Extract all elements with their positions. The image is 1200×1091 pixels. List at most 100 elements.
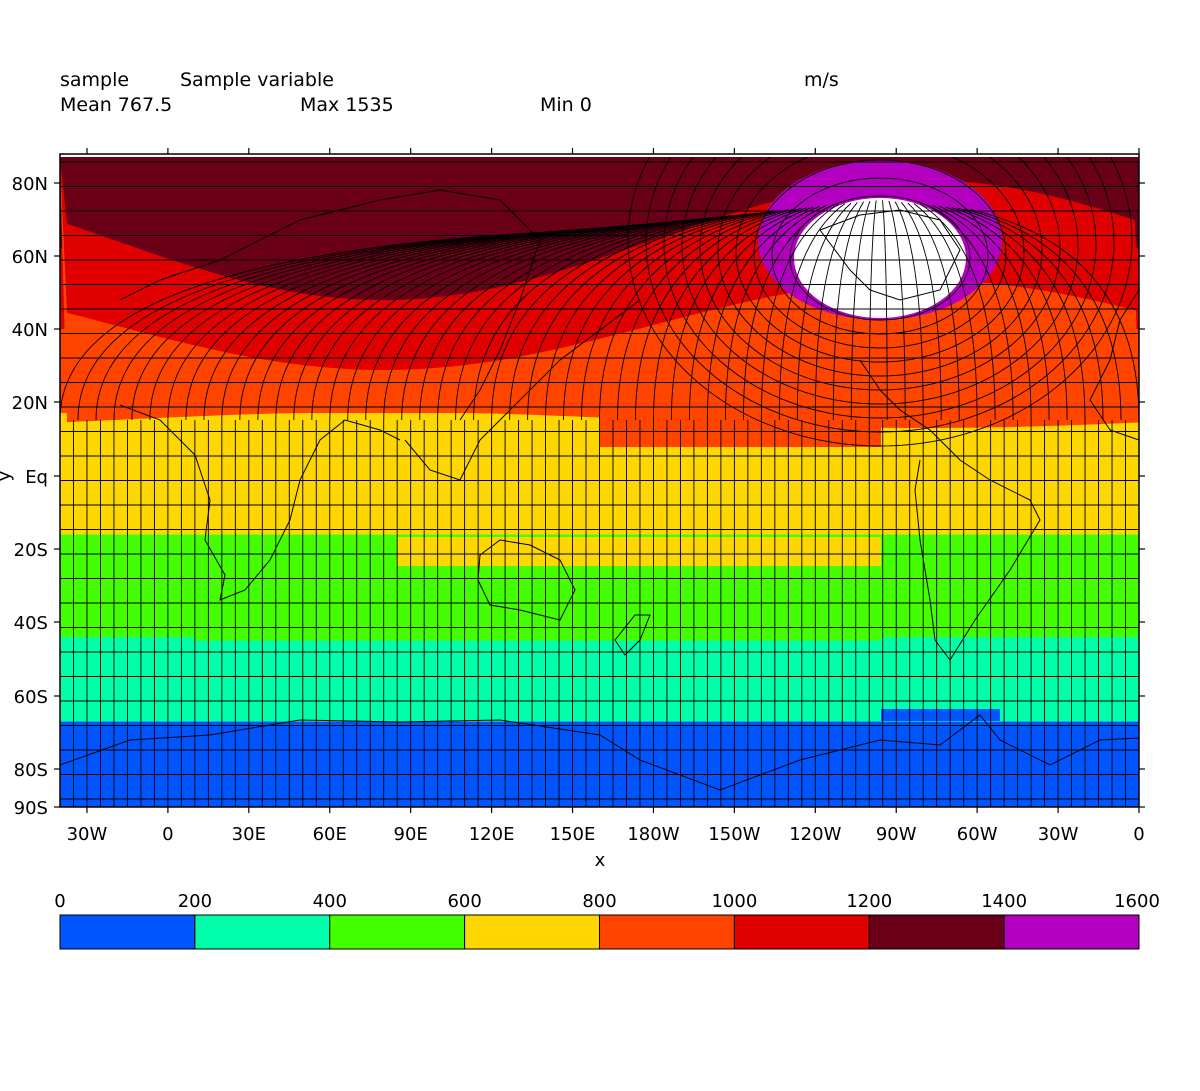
grid-ring-line — [771, 177, 989, 335]
colorbar-swatch — [329, 914, 466, 950]
grid-curve-line — [832, 201, 864, 421]
lat-tick-label: 90S — [14, 798, 48, 819]
grid-curve-line — [437, 215, 726, 421]
grid-curve-line — [760, 204, 839, 421]
lat-tick-label: Eq — [25, 467, 48, 488]
grid-ring-line — [663, 157, 1097, 419]
grid-curve-line — [239, 223, 656, 421]
colorbar-tick-label: 1200 — [846, 891, 892, 912]
grid-curve-line — [563, 211, 770, 421]
colorbar-swatch — [194, 914, 331, 950]
grid-ring-line — [717, 157, 1043, 377]
grid-curve-line — [796, 202, 852, 421]
grid-curve-line — [383, 217, 707, 421]
grid-curve-line — [970, 209, 1139, 421]
units-label: m/s — [804, 69, 839, 91]
grid-curve-line — [926, 204, 1014, 421]
lon-tick-label: 60E — [313, 824, 347, 845]
coastline — [60, 714, 1139, 791]
grid-curve-line — [882, 200, 888, 421]
grid-curve-line — [149, 226, 625, 421]
colorbar-tick-label: 200 — [178, 891, 212, 912]
min-value: Min 0 — [540, 94, 592, 116]
colorbar-tick-label: 0 — [54, 891, 65, 912]
grid-curve-line — [293, 221, 675, 421]
lon-tick-label: 30W — [67, 824, 108, 845]
coastline — [819, 209, 961, 301]
grid-curve-line — [347, 219, 694, 421]
grid-curve-line — [907, 202, 960, 421]
colorbar-swatch — [733, 914, 870, 950]
grid-curve-line — [635, 208, 795, 421]
mean-value: Mean 767.5 — [60, 94, 173, 116]
colorbar-swatch — [599, 914, 735, 950]
grid-curve-line — [964, 208, 1122, 421]
colorbar-tick-label: 1600 — [1114, 891, 1160, 912]
blue-patch — [881, 709, 1000, 721]
grid-curve-line — [455, 215, 732, 421]
grid-curve-line — [527, 212, 757, 421]
lat-tick-label: 40N — [12, 320, 48, 341]
lat-tick-label: 80S — [14, 760, 48, 781]
lat-tick-label: 20N — [12, 393, 48, 414]
grid-curve-line — [581, 210, 776, 421]
grid-curve-line — [311, 220, 682, 421]
grid-curve-line — [901, 202, 942, 421]
grid-ring-line — [735, 157, 1025, 363]
grid-curve-line — [814, 202, 858, 421]
grid-curve-line — [185, 225, 638, 421]
grid-curve-line — [932, 205, 1032, 421]
grid-curve-line — [221, 223, 650, 421]
coastline — [614, 614, 651, 656]
lat-tick-label: 20S — [14, 540, 48, 561]
coastline — [859, 359, 1041, 661]
grid-curve-line — [868, 200, 877, 421]
coastline — [404, 299, 641, 481]
grid-curve-line — [778, 203, 846, 421]
grid-curve-line — [329, 219, 688, 421]
grid-curve-line — [401, 217, 713, 421]
grid-curve-line — [599, 209, 782, 421]
max-value: Max 1535 — [300, 94, 394, 116]
lon-tick-label: 120E — [469, 824, 515, 845]
colorbar-tick-label: 600 — [447, 891, 481, 912]
grid-curve-line — [706, 205, 820, 421]
grid-curve-line — [653, 207, 801, 421]
variable-name: Sample variable — [180, 69, 334, 91]
grid-curve-line — [203, 224, 644, 421]
colorbar-swatch — [1003, 914, 1140, 950]
white-spot — [794, 198, 966, 318]
colorbar-swatch — [59, 914, 196, 950]
lon-tick-label: 120W — [789, 824, 841, 845]
colorbar-tick-label: 1400 — [981, 891, 1027, 912]
colorbar-swatch — [868, 914, 1005, 950]
lon-tick-label: 150E — [550, 824, 596, 845]
lon-tick-label: 0 — [1133, 824, 1144, 845]
grid-ring-line — [789, 195, 971, 321]
grid-ring-line — [753, 159, 1007, 349]
yellow-patch — [397, 537, 881, 566]
coastline — [119, 404, 401, 601]
grid-curve-line — [491, 213, 745, 421]
grid-curve-line — [509, 213, 751, 421]
coastline — [119, 189, 541, 421]
colorbar-tick-label: 1000 — [711, 891, 757, 912]
grid-curve-line — [473, 214, 738, 421]
lon-tick-label: 90E — [394, 824, 428, 845]
grid-ring-line — [627, 157, 1133, 447]
grid-curve-line — [888, 200, 906, 421]
dataset-name: sample — [60, 69, 130, 91]
lon-tick-label: 60W — [957, 824, 998, 845]
x-axis-label: x — [595, 850, 606, 871]
grid-ring-line — [681, 157, 1079, 405]
grid-curve-line — [939, 205, 1050, 421]
lat-tick-label: 80N — [12, 174, 48, 195]
grid-curve-line — [257, 222, 663, 421]
plot-frame — [59, 153, 1140, 808]
grid-curve-line — [365, 218, 701, 421]
grid-curve-line — [167, 225, 631, 421]
cyan-patch-east — [881, 637, 1139, 661]
lon-tick-label: 150W — [708, 824, 760, 845]
lon-tick-label: 30E — [232, 824, 266, 845]
